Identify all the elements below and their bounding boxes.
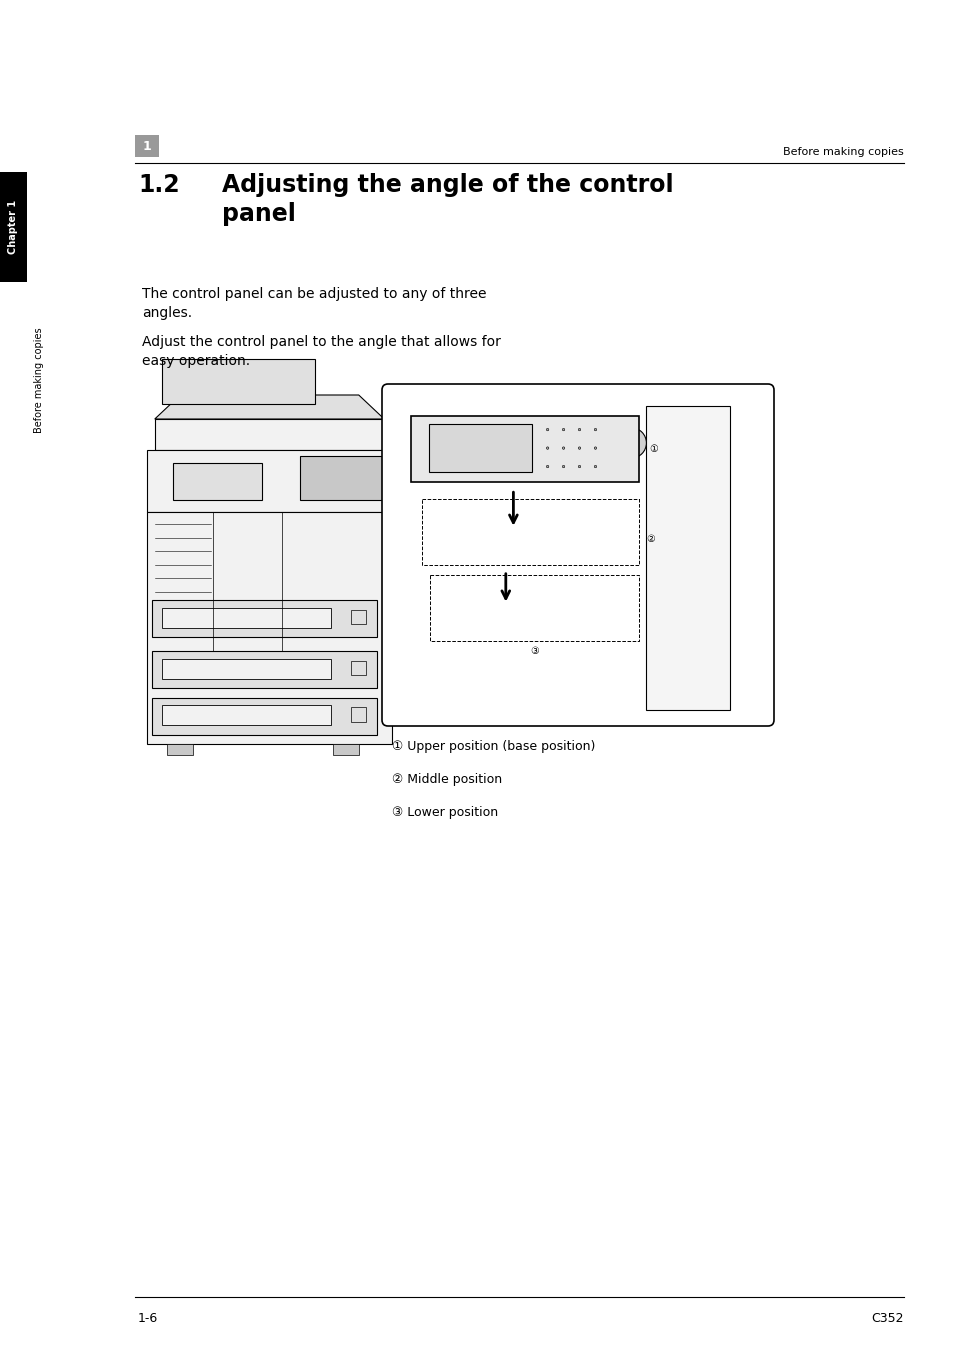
FancyBboxPatch shape xyxy=(429,424,531,471)
Circle shape xyxy=(561,465,564,467)
Text: Adjusting the angle of the control
panel: Adjusting the angle of the control panel xyxy=(222,173,673,226)
Text: The control panel can be adjusted to any of three
angles.: The control panel can be adjusted to any… xyxy=(142,286,486,320)
FancyBboxPatch shape xyxy=(154,419,384,450)
Text: C352: C352 xyxy=(871,1312,903,1325)
Text: ②: ② xyxy=(645,534,654,543)
Circle shape xyxy=(616,428,646,458)
Circle shape xyxy=(561,428,564,431)
Text: 1.2: 1.2 xyxy=(138,173,179,197)
FancyBboxPatch shape xyxy=(0,172,27,282)
Text: ③ Lower position: ③ Lower position xyxy=(392,807,497,819)
FancyBboxPatch shape xyxy=(351,707,366,721)
Text: ① Upper position (base position): ① Upper position (base position) xyxy=(392,740,595,753)
Circle shape xyxy=(546,428,548,431)
FancyBboxPatch shape xyxy=(162,705,331,725)
FancyBboxPatch shape xyxy=(147,512,392,744)
FancyBboxPatch shape xyxy=(152,651,376,689)
FancyBboxPatch shape xyxy=(162,659,331,680)
Text: 1: 1 xyxy=(143,139,152,153)
Text: ①: ① xyxy=(649,444,658,454)
Circle shape xyxy=(594,465,596,467)
FancyBboxPatch shape xyxy=(351,661,366,676)
Circle shape xyxy=(578,428,580,431)
Circle shape xyxy=(594,428,596,431)
Circle shape xyxy=(594,447,596,450)
FancyBboxPatch shape xyxy=(152,600,376,638)
Text: Adjust the control panel to the angle that allows for
easy operation.: Adjust the control panel to the angle th… xyxy=(142,335,500,369)
Text: ③: ③ xyxy=(529,646,538,655)
FancyBboxPatch shape xyxy=(411,416,639,482)
FancyBboxPatch shape xyxy=(172,462,261,500)
FancyBboxPatch shape xyxy=(152,697,376,735)
FancyBboxPatch shape xyxy=(333,744,358,755)
FancyBboxPatch shape xyxy=(381,384,773,725)
Polygon shape xyxy=(154,394,384,419)
Circle shape xyxy=(546,447,548,450)
FancyBboxPatch shape xyxy=(300,457,381,500)
FancyBboxPatch shape xyxy=(162,608,331,628)
Text: Before making copies: Before making copies xyxy=(782,147,903,157)
Circle shape xyxy=(578,465,580,467)
FancyBboxPatch shape xyxy=(168,744,193,755)
FancyBboxPatch shape xyxy=(162,359,315,404)
Text: Chapter 1: Chapter 1 xyxy=(9,200,18,254)
Text: Before making copies: Before making copies xyxy=(34,327,44,432)
FancyBboxPatch shape xyxy=(147,450,392,512)
FancyBboxPatch shape xyxy=(351,609,366,624)
Text: 1-6: 1-6 xyxy=(138,1312,158,1325)
Text: ② Middle position: ② Middle position xyxy=(392,773,501,786)
FancyBboxPatch shape xyxy=(646,407,729,711)
FancyBboxPatch shape xyxy=(135,135,159,157)
Circle shape xyxy=(561,447,564,450)
Circle shape xyxy=(578,447,580,450)
Circle shape xyxy=(546,465,548,467)
